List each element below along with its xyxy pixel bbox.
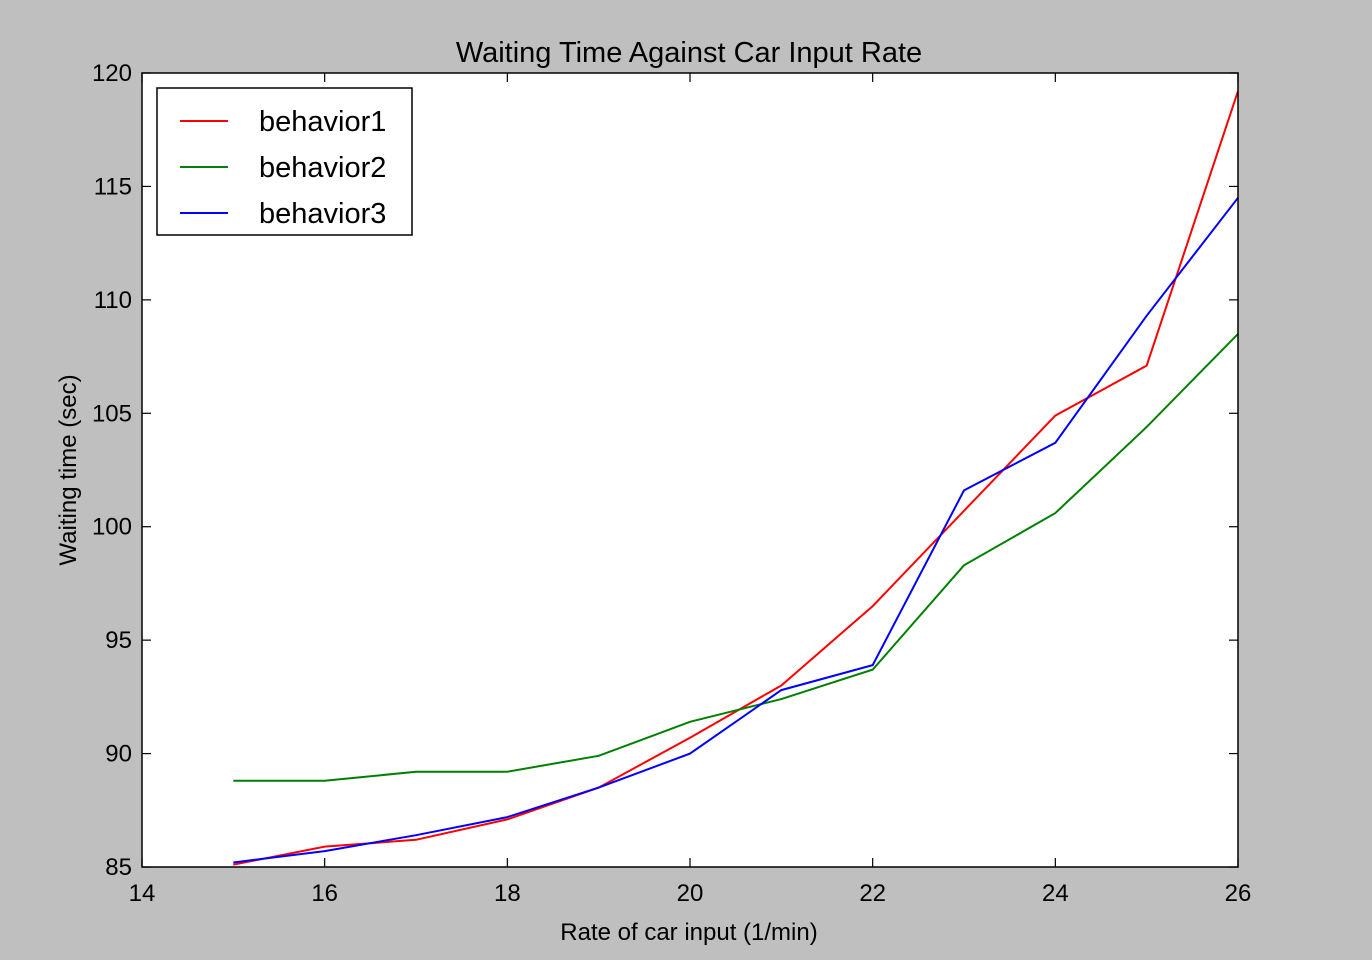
chart-title: Waiting Time Against Car Input Rate: [456, 37, 922, 69]
x-tick-label: 24: [1042, 880, 1069, 907]
x-tick-label: 20: [677, 880, 704, 907]
x-tick-label: 14: [129, 880, 156, 907]
x-axis-label: Rate of car input (1/min): [560, 919, 817, 946]
y-tick-label: 120: [92, 60, 132, 87]
x-axis-ticks: 14 16 18 20 22 24 26: [129, 73, 1252, 907]
series-line-behavior2: [233, 333, 1239, 782]
legend-label-behavior2: behavior2: [259, 152, 386, 184]
legend-label-behavior1: behavior1: [259, 106, 386, 138]
y-tick-label: 110: [94, 287, 132, 314]
x-tick-label: 18: [494, 880, 521, 907]
series-layer: [233, 90, 1239, 866]
legend: behavior1 behavior2 behavior3: [156, 87, 413, 236]
x-tick-label: 22: [859, 880, 886, 907]
y-tick-label: 115: [94, 173, 132, 200]
x-tick-label: 16: [311, 880, 338, 907]
y-tick-label: 95: [105, 627, 132, 654]
y-tick-label: 90: [105, 741, 132, 768]
y-axis-label: Waiting time (sec): [55, 374, 82, 565]
y-axis-ticks: 85 90 95 100 105 110 115 120: [92, 60, 1238, 881]
series-line-behavior1: [233, 90, 1239, 866]
series-line-behavior3: [233, 197, 1239, 864]
y-tick-label: 100: [92, 514, 132, 541]
legend-label-behavior3: behavior3: [259, 198, 386, 230]
legend-box: [156, 87, 413, 236]
x-tick-label: 26: [1225, 880, 1252, 907]
y-tick-label: 85: [105, 854, 132, 881]
y-tick-label: 105: [92, 400, 132, 427]
